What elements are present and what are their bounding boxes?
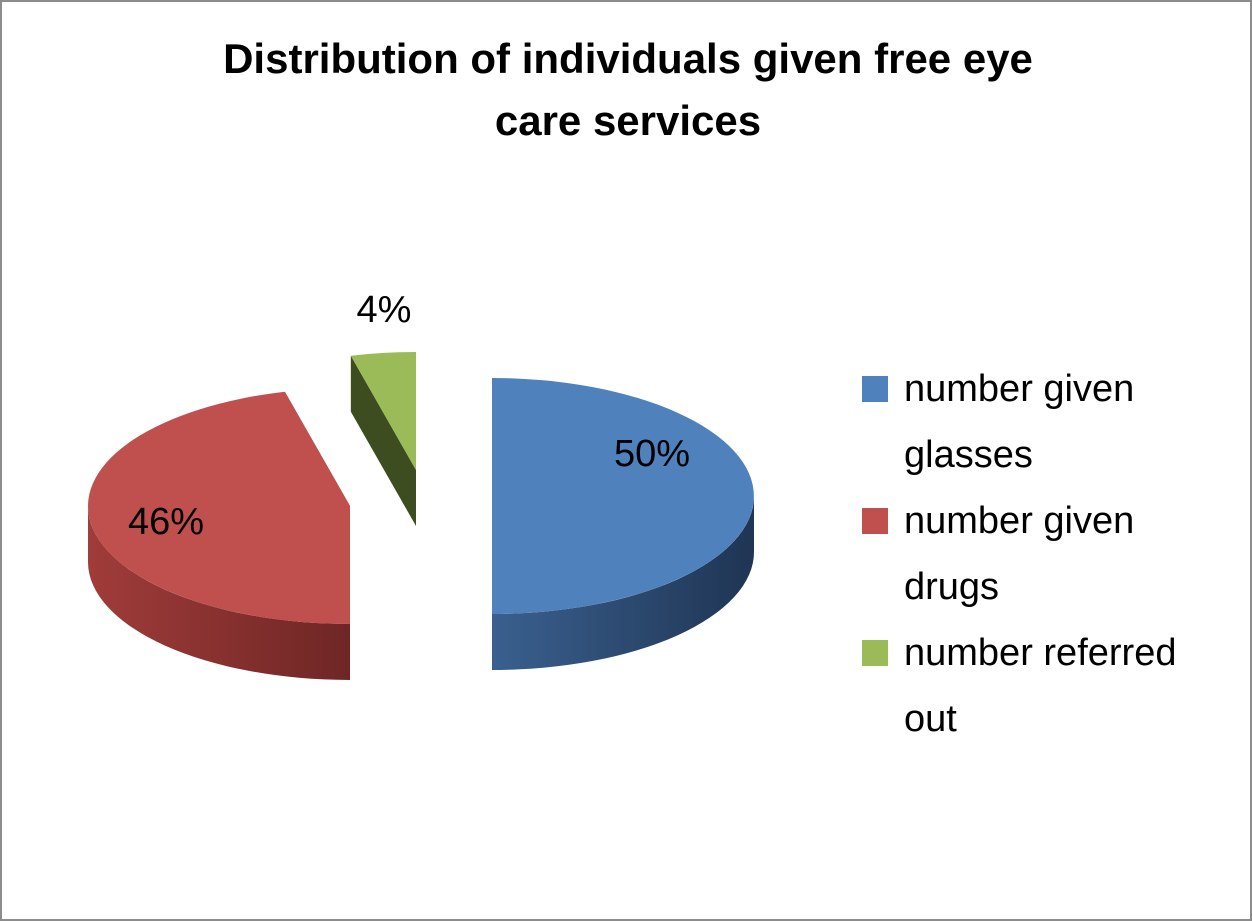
legend-label-referred-1: number referred [904, 632, 1177, 674]
legend-item-referred: number referred out [862, 620, 1242, 752]
legend-label-glasses-2: glasses [904, 434, 1033, 476]
pie-slice-drugs [88, 391, 350, 680]
pie-slice-glasses-top [492, 378, 754, 614]
legend-label-drugs-2: drugs [904, 566, 1000, 608]
chart-legend: number given glasses number given drugs … [862, 356, 1242, 752]
legend-item-glasses: number given glasses [862, 356, 1242, 488]
pie-slice-referred-cut-face [350, 355, 416, 526]
data-label-glasses: 50% [614, 433, 690, 475]
pie-slice-referred [350, 352, 416, 526]
chart-title: Distribution of individuals given free e… [0, 28, 1252, 152]
legend-label-glasses-1: number given [904, 368, 1135, 410]
pie-slice-glasses-side [492, 496, 754, 670]
legend-swatch-glasses [862, 376, 888, 402]
legend-label-referred-2: out [904, 698, 957, 740]
legend-swatch-referred [862, 640, 888, 666]
data-label-drugs: 46% [128, 501, 204, 543]
chart-title-line-1: Distribution of individuals given free e… [223, 35, 1033, 82]
legend-item-drugs: number given drugs [862, 488, 1242, 620]
pie-slice-referred-top [350, 352, 416, 470]
data-label-referred: 4% [357, 289, 412, 331]
pie-slice-drugs-side [88, 506, 350, 680]
pie-slice-drugs-top [88, 391, 350, 624]
legend-label-drugs-1: number given [904, 500, 1135, 542]
chart-title-line-2: care services [494, 97, 762, 144]
pie-slice-glasses [492, 378, 754, 670]
legend-swatch-drugs [862, 508, 888, 534]
